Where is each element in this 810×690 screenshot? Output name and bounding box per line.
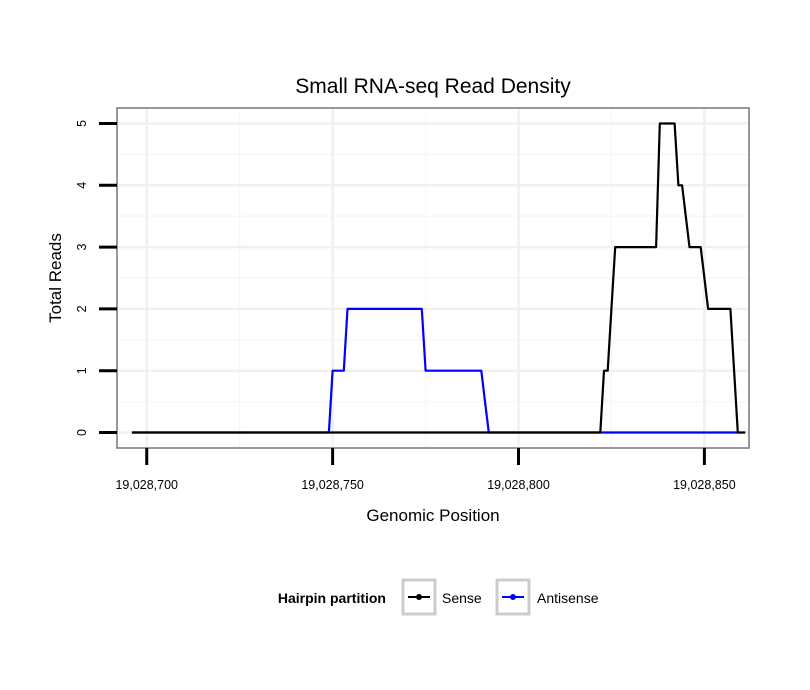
legend-title: Hairpin partition — [278, 590, 386, 606]
axes: 0 1 2 3 4 5 19,028,700 19,028,750 19,028,800 19,0… — [75, 120, 736, 492]
y-tick-label: 4 — [75, 182, 89, 189]
legend-label-antisense: Antisense — [537, 590, 599, 606]
legend-item-antisense: Antisense — [495, 578, 599, 616]
legend-point-sense — [416, 594, 422, 600]
y-tick-label: 3 — [75, 244, 89, 251]
y-axis-label: Total Reads — [46, 233, 65, 323]
legend-point-antisense — [510, 594, 516, 600]
x-axis-label: Genomic Position — [366, 506, 499, 525]
x-tick-label: 19,028,850 — [673, 478, 736, 492]
legend-item-sense: Sense — [401, 578, 482, 616]
grid-lines — [117, 108, 749, 448]
legend: Hairpin partition Sense Antisense — [278, 578, 599, 616]
y-tick-label: 5 — [75, 120, 89, 127]
x-tick-label: 19,028,700 — [115, 478, 178, 492]
chart-title: Small RNA-seq Read Density — [295, 75, 571, 98]
y-tick-label: 0 — [75, 429, 89, 436]
x-tick-label: 19,028,800 — [487, 478, 550, 492]
x-tick-label: 19,028,750 — [301, 478, 364, 492]
legend-label-sense: Sense — [442, 590, 482, 606]
y-tick-label: 1 — [75, 367, 89, 374]
plot-panel-border — [116, 107, 750, 449]
series-line-sense — [131, 122, 746, 434]
series-lines — [131, 122, 746, 434]
y-tick-label: 2 — [75, 305, 89, 312]
